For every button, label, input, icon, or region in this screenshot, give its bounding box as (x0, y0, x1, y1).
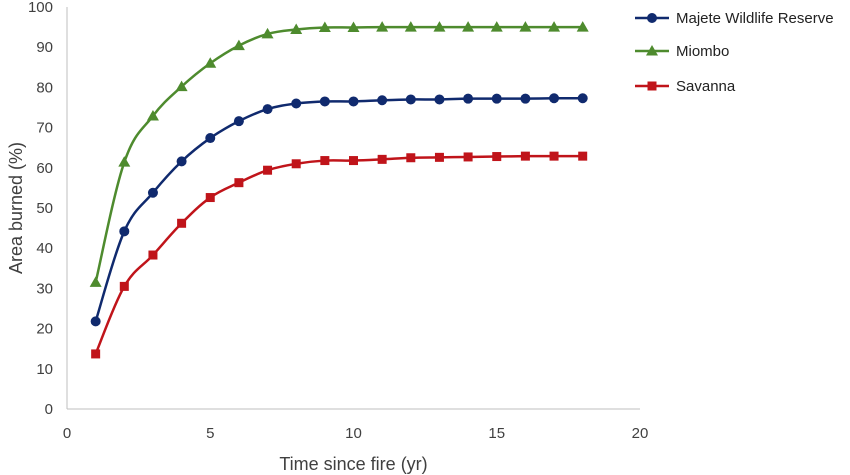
data-point (320, 156, 330, 166)
legend-item-savanna: Savanna (635, 78, 736, 95)
data-point (577, 93, 588, 104)
data-point (347, 21, 360, 33)
data-point (376, 21, 389, 32)
data-point (262, 104, 273, 115)
data-point (90, 316, 101, 327)
legend-item-miombo: Miombo (635, 43, 729, 60)
data-point (263, 165, 273, 175)
series-1 (89, 21, 589, 287)
y-tick-label: 30 (36, 280, 53, 297)
data-point (490, 21, 503, 32)
data-point (349, 156, 358, 166)
legend: Majete Wildlife Reserve Miombo Savanna (635, 10, 834, 95)
y-tick-label: 100 (28, 0, 53, 16)
data-point (377, 154, 387, 164)
y-tick-label: 60 (36, 160, 53, 177)
legend-marker-savanna (647, 81, 657, 91)
data-point (89, 276, 102, 287)
y-tick-label: 20 (36, 321, 53, 338)
x-tick-label: 10 (345, 425, 362, 442)
legend-item-majete: Majete Wildlife Reserve (635, 10, 834, 27)
y-tick-labels: 0 10 20 30 40 50 60 70 80 90 100 (28, 0, 53, 418)
series-line (94, 96, 583, 322)
data-point (205, 193, 215, 203)
y-tick-label: 50 (36, 200, 53, 217)
data-point (404, 21, 417, 32)
series-line (94, 154, 583, 355)
series-0 (90, 93, 588, 327)
y-axis-title: Area burned (%) (6, 142, 26, 274)
data-point (204, 57, 217, 68)
data-point (233, 116, 244, 127)
data-point (434, 94, 445, 105)
data-point (377, 95, 388, 106)
data-point (434, 152, 444, 162)
data-point (463, 152, 473, 162)
x-tick-label: 5 (206, 425, 214, 442)
data-point (406, 153, 416, 163)
data-point (520, 93, 531, 104)
data-point (232, 39, 245, 51)
y-tick-label: 40 (36, 240, 53, 257)
x-tick-label: 15 (488, 425, 505, 442)
data-point (433, 21, 446, 32)
data-point (520, 151, 530, 161)
legend-marker (647, 13, 657, 23)
data-point (519, 21, 532, 32)
x-tick-label: 20 (632, 425, 649, 442)
data-point (119, 281, 129, 291)
data-point (176, 156, 187, 167)
data-point (261, 27, 274, 39)
legend-label-savanna: Savanna (676, 78, 736, 95)
data-point (147, 187, 158, 198)
data-point (318, 21, 331, 33)
data-point (148, 250, 158, 260)
data-point (576, 21, 589, 32)
data-point (119, 226, 130, 237)
x-tick-labels: 0 5 10 15 20 (63, 425, 649, 442)
data-point (291, 159, 301, 169)
data-point (548, 21, 561, 32)
data-point (146, 109, 159, 121)
data-point (462, 21, 475, 32)
legend-marker-majete (647, 13, 657, 23)
data-point (91, 349, 101, 359)
y-tick-label: 10 (36, 361, 53, 378)
data-point (491, 93, 502, 104)
x-tick-label: 0 (63, 425, 71, 442)
data-point (549, 151, 559, 161)
legend-marker (647, 81, 657, 91)
data-point (118, 156, 131, 167)
y-tick-label: 90 (36, 39, 53, 56)
y-tick-label: 0 (45, 401, 53, 418)
data-point (290, 23, 303, 35)
legend-marker-miombo (646, 45, 658, 56)
legend-label-majete: Majete Wildlife Reserve (676, 10, 834, 27)
data-point (492, 152, 502, 162)
data-point (234, 178, 244, 188)
data-point (463, 93, 474, 104)
series-layer (89, 21, 589, 359)
x-axis-title: Time since fire (yr) (279, 454, 427, 474)
data-point (319, 96, 330, 107)
data-point (578, 151, 588, 161)
data-point (405, 94, 416, 105)
axes (66, 7, 640, 410)
series-2 (91, 151, 588, 359)
y-tick-label: 70 (36, 120, 53, 137)
data-point (549, 93, 560, 104)
series-line (94, 25, 583, 283)
y-tick-label: 80 (36, 79, 53, 96)
data-point (177, 218, 187, 228)
data-point (175, 80, 188, 92)
data-point (348, 96, 359, 107)
data-point (291, 98, 302, 109)
data-point (205, 133, 216, 144)
legend-marker (646, 45, 658, 56)
legend-label-miombo: Miombo (676, 43, 729, 60)
